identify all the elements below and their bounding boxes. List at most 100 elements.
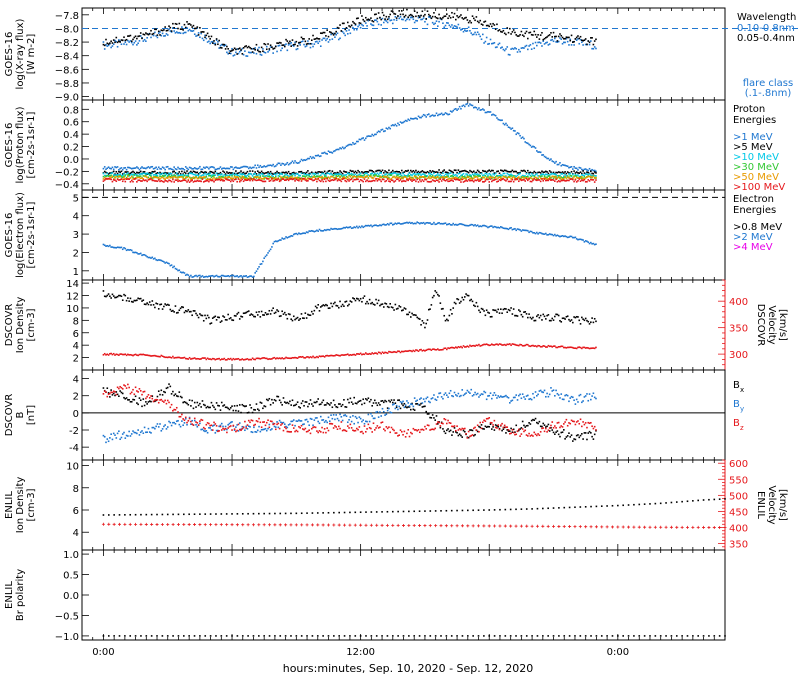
data-point [161, 176, 164, 179]
data-point [172, 22, 174, 25]
data-point [137, 167, 139, 169]
data-point [318, 179, 321, 182]
data-point [145, 175, 147, 178]
data-point [586, 43, 588, 46]
data-point [128, 300, 130, 302]
data-point [290, 357, 292, 360]
data-point [233, 176, 236, 178]
data-point [323, 173, 326, 176]
data-point [436, 293, 439, 296]
data-point [399, 175, 402, 178]
data-point [145, 354, 147, 356]
y2-axis-label: DSCOVR [755, 304, 766, 347]
data-point [335, 33, 337, 36]
data-point [367, 177, 370, 180]
data-point [429, 115, 431, 118]
data-point [577, 174, 579, 176]
data-point [346, 21, 349, 24]
data-point [534, 174, 537, 176]
data-point [121, 299, 124, 301]
data-point [220, 173, 223, 175]
data-point [375, 352, 377, 354]
data-point [440, 180, 443, 182]
data-point [143, 172, 146, 175]
data-point [210, 275, 213, 277]
data-point [480, 178, 483, 181]
data-point [471, 177, 474, 179]
data-point [548, 170, 551, 172]
data-point [132, 251, 134, 254]
data-point [514, 178, 516, 181]
data-point [584, 347, 587, 349]
data-point [529, 230, 532, 233]
data-point [377, 12, 380, 14]
data-point [294, 176, 296, 179]
data-point [582, 239, 584, 241]
data-point [174, 305, 177, 307]
data-point [399, 173, 402, 176]
data-point [281, 44, 283, 47]
data-point [132, 178, 134, 180]
data-point [470, 177, 473, 180]
data-point [298, 162, 300, 164]
data-point [492, 173, 494, 175]
data-point [349, 32, 352, 35]
data-point [228, 171, 231, 174]
data-point [550, 345, 552, 347]
data-point [139, 173, 142, 175]
data-point [132, 174, 134, 176]
data-point [413, 222, 416, 225]
data-point [536, 177, 538, 179]
data-point [222, 178, 224, 181]
data-point [105, 174, 107, 177]
data-point [445, 175, 448, 178]
data-point [476, 173, 479, 175]
data-point [213, 180, 215, 183]
data-point [516, 176, 519, 179]
data-point [425, 18, 428, 20]
data-point [115, 174, 118, 176]
data-point [582, 177, 584, 180]
data-point [430, 114, 433, 117]
data-point [425, 322, 428, 325]
data-point [359, 176, 362, 178]
data-point [292, 171, 295, 174]
data-point [276, 357, 278, 359]
data-point [168, 28, 170, 30]
data-point [166, 29, 169, 32]
data-point [466, 19, 469, 21]
data-point [512, 343, 515, 346]
data-point [489, 111, 492, 113]
data-point [112, 295, 115, 297]
data-point [552, 177, 555, 180]
data-point [575, 175, 578, 178]
data-point [454, 107, 457, 110]
data-point [489, 225, 492, 227]
data-point [444, 24, 447, 27]
data-point [152, 179, 155, 182]
data-point [138, 168, 141, 171]
data-point [352, 175, 354, 178]
data-point [148, 173, 151, 176]
data-point [476, 179, 479, 181]
data-point [480, 344, 483, 347]
data-point [159, 173, 161, 176]
data-point [156, 176, 159, 179]
data-point [431, 179, 434, 181]
data-point [584, 173, 587, 175]
data-point [228, 317, 231, 320]
data-point [169, 356, 172, 359]
data-point [141, 37, 143, 40]
data-point [555, 174, 557, 176]
data-point [533, 146, 536, 148]
data-point [215, 178, 218, 181]
data-point [500, 226, 502, 228]
data-point [264, 176, 267, 179]
data-point [518, 228, 520, 231]
data-point [343, 174, 345, 177]
data-point [289, 178, 291, 180]
data-point [390, 173, 393, 175]
data-point [124, 180, 127, 183]
data-point [280, 172, 282, 175]
data-point [424, 350, 426, 352]
